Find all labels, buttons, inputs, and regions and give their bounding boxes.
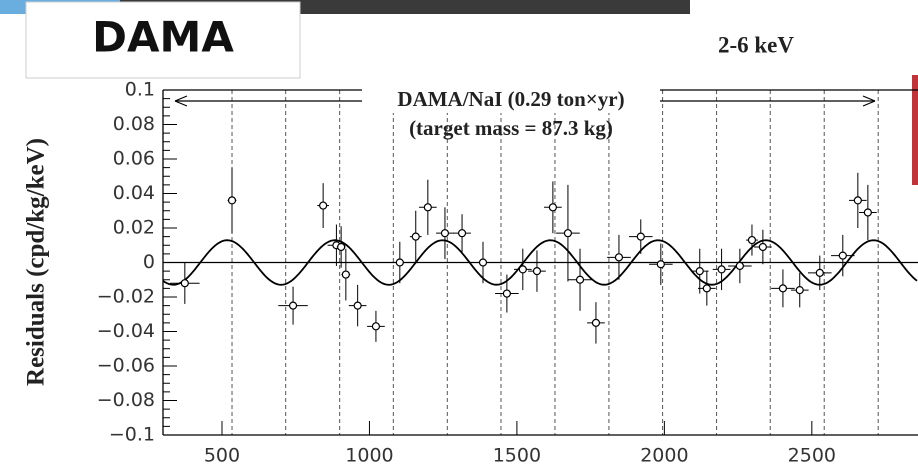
y-tick-label: −0.08 [97,389,155,411]
y-tick-label: 0.06 [113,148,155,170]
data-point [575,275,585,284]
y-tick-label: 0.02 [113,217,155,239]
data-point [591,318,601,327]
y-tick-label: −0.1 [109,424,155,446]
data-point [337,242,346,252]
data-point [838,251,847,260]
data-point [636,232,645,241]
y-tick-label: 0.08 [113,113,155,135]
y-axis-label: Residuals (cpd/kg/keV) [23,138,50,386]
data-point [478,258,488,267]
y-tick-label: 0 [143,251,155,273]
edge-strip [912,75,918,185]
data-point [614,253,624,262]
data-point [758,242,767,252]
data-point [778,284,788,293]
data-point [440,229,450,238]
annotation: DAMA/NaI (0.29 ton×yr) [397,87,624,111]
y-tick-label: −0.06 [97,355,155,377]
data-point [341,270,350,279]
x-tick-label: 2000 [640,445,688,467]
x-tick-label: 2500 [788,445,836,467]
data-point [815,268,824,277]
data-point [411,232,420,241]
x-tick-label: 1000 [345,445,393,467]
annotation: (target mass = 87.3 kg) [409,116,613,140]
data-point [735,261,744,271]
data-point [371,322,381,331]
data-point [747,235,757,245]
arrow-heads [174,95,876,107]
title-box [25,1,301,79]
y-tick-label: −0.04 [97,320,155,342]
data-point [548,203,557,212]
data-point [288,301,298,310]
subtitle: 2-6 keV [718,32,794,57]
y-tick-label: −0.02 [97,286,155,308]
data-point [353,301,362,310]
data-point [853,196,862,205]
data-point [563,229,573,238]
data-point [702,284,711,293]
x-tick-label: 500 [204,445,240,467]
data-point [532,267,542,276]
data-point [717,265,726,274]
annotation-bg [362,89,660,113]
data-point [319,201,328,210]
y-tick-label: 0.04 [113,182,155,204]
data-point [502,289,511,298]
chart-title: DAMA [92,13,234,62]
data-point [695,267,704,276]
data-point [457,229,467,238]
plot: −0.1 −0.08 −0.06 −0.04 −0.02 0 0.02 0.04 0.06 0.0… [97,79,918,467]
x-tick-label: 1500 [493,445,541,467]
data-point [518,265,527,274]
data-point [656,260,665,269]
data-point [395,258,404,267]
data-point [180,279,189,288]
y-tick-label: 0.1 [125,79,155,101]
fit-curve [162,239,918,286]
data-point [863,208,872,217]
data-point [423,203,432,212]
data-point [795,286,804,295]
data-point [227,196,237,205]
